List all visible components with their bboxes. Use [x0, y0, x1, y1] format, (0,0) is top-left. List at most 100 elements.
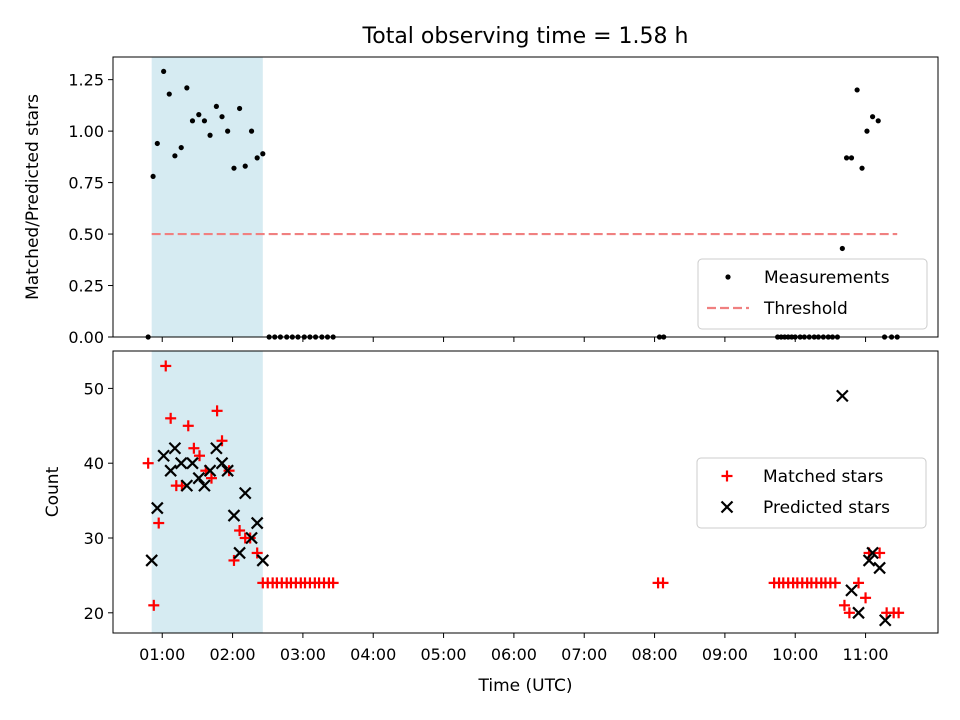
bottom-ytick-label: 50	[84, 379, 104, 398]
measurement-point	[875, 118, 881, 124]
xtick-label: 09:00	[702, 645, 748, 664]
measurement-point	[843, 155, 850, 161]
matched-star-point	[657, 577, 669, 589]
top-ytick-label: 0.25	[68, 277, 104, 296]
bottom-axes-frame	[112, 350, 939, 634]
measurement-point	[236, 105, 243, 112]
predicted-star-point	[845, 584, 858, 597]
measurement-point	[201, 118, 208, 124]
measurement-point	[213, 103, 219, 110]
legend-swatch	[721, 470, 733, 482]
matched-star-point	[860, 592, 872, 604]
matched-star-point	[874, 547, 886, 559]
bottom-ytick-label: 20	[84, 604, 104, 623]
predicted-star-point	[168, 441, 182, 455]
matched-star-point	[142, 457, 154, 469]
top-ytick-label: 1.00	[68, 122, 104, 141]
xtick-label: 05:00	[421, 645, 467, 664]
measurement-point	[166, 91, 172, 97]
matched-star-point	[228, 554, 240, 566]
legend-swatch	[725, 274, 731, 280]
top-shaded-region	[151, 57, 263, 337]
top-legend: Measurements Threshold	[697, 258, 928, 330]
measurement-point	[189, 118, 196, 124]
matched-star-point	[251, 547, 263, 559]
measurement-point	[196, 112, 202, 118]
matched-star-point	[148, 599, 160, 611]
measurement-point	[864, 128, 870, 134]
xtick-label: 08:00	[632, 645, 678, 664]
measurement-point	[219, 114, 225, 120]
predicted-star-point	[836, 389, 849, 403]
predicted-star-point	[233, 546, 246, 560]
figure-title: Total observing time = 1.58 h	[362, 24, 689, 49]
predicted-star-point	[192, 471, 206, 485]
top-ylabel: Matched/Predicted stars	[23, 94, 43, 300]
legend-swatch	[720, 500, 734, 514]
measurement-point	[848, 155, 855, 161]
measurement-point	[839, 245, 845, 252]
predicted-star-point	[250, 516, 264, 530]
matched-star-point	[211, 405, 223, 417]
matched-star-point	[182, 420, 194, 432]
bottom-ytick-label: 40	[84, 454, 104, 473]
xtick-label: 03:00	[280, 645, 326, 664]
measurement-point	[161, 68, 167, 75]
matched-star-point	[205, 472, 217, 484]
top-ytick-label: 0.75	[68, 174, 104, 193]
predicted-star-point	[210, 441, 223, 455]
matched-star-point	[838, 599, 850, 611]
predicted-star-point	[157, 449, 170, 462]
measurement-point	[225, 128, 231, 134]
xtick-label: 07:00	[561, 645, 607, 664]
matched-star-point	[829, 577, 841, 589]
matched-star-point	[843, 607, 855, 619]
measurement-point	[242, 163, 248, 169]
top-ytick-label: 0.00	[68, 328, 104, 347]
bottom-legend: Matched stars Predicted stars	[696, 457, 927, 529]
predicted-star-point	[852, 606, 865, 620]
matched-star-point	[216, 435, 228, 447]
xtick-label: 06:00	[491, 645, 537, 664]
measurement-point	[254, 155, 260, 161]
predicted-star-point	[164, 464, 177, 477]
bottom-ytick-label: 30	[84, 529, 104, 548]
predicted-star-point	[198, 479, 211, 492]
measurement-point	[154, 140, 160, 147]
top-panel: 0.00 0.25 0.50 0.75 1.00 1.25 Matched/Predict…	[23, 56, 939, 347]
legend-label: Predicted stars	[763, 498, 890, 518]
matched-star-point	[327, 577, 339, 589]
measurement-point	[859, 165, 865, 171]
predicted-star-point	[245, 531, 258, 545]
measurement-point	[260, 151, 266, 157]
measurement-point	[854, 87, 860, 93]
bottom-xlabel: Time (UTC)	[478, 676, 573, 696]
measurement-point	[231, 165, 237, 171]
matched-star-point	[188, 442, 200, 454]
top-ytick-label: 0.50	[68, 225, 104, 244]
measurement-point	[248, 128, 255, 134]
measurement-point	[869, 114, 876, 120]
xtick-label: 10:00	[772, 645, 818, 664]
predicted-star-point	[227, 509, 241, 522]
predicted-star-point	[151, 501, 164, 515]
predicted-star-point	[221, 464, 234, 477]
measurement-point	[150, 173, 156, 180]
measurement-point	[178, 144, 184, 151]
matched-star-point	[160, 360, 172, 372]
matched-star-point	[853, 577, 865, 589]
predicted-star-point	[186, 456, 199, 470]
predicted-star-point	[238, 486, 252, 500]
predicted-star-point	[866, 546, 879, 560]
measurement-point	[172, 153, 178, 159]
predicted-star-point	[873, 561, 886, 575]
bottom-ylabel: Count	[43, 466, 63, 517]
xtick-label: 11:00	[843, 645, 889, 664]
legend-label: Measurements	[764, 268, 890, 288]
predicted-star-point	[862, 554, 876, 567]
top-axes-frame	[112, 56, 939, 338]
predicted-star-point	[180, 479, 194, 492]
predicted-star-point	[215, 456, 229, 470]
measurement-point	[207, 132, 213, 138]
